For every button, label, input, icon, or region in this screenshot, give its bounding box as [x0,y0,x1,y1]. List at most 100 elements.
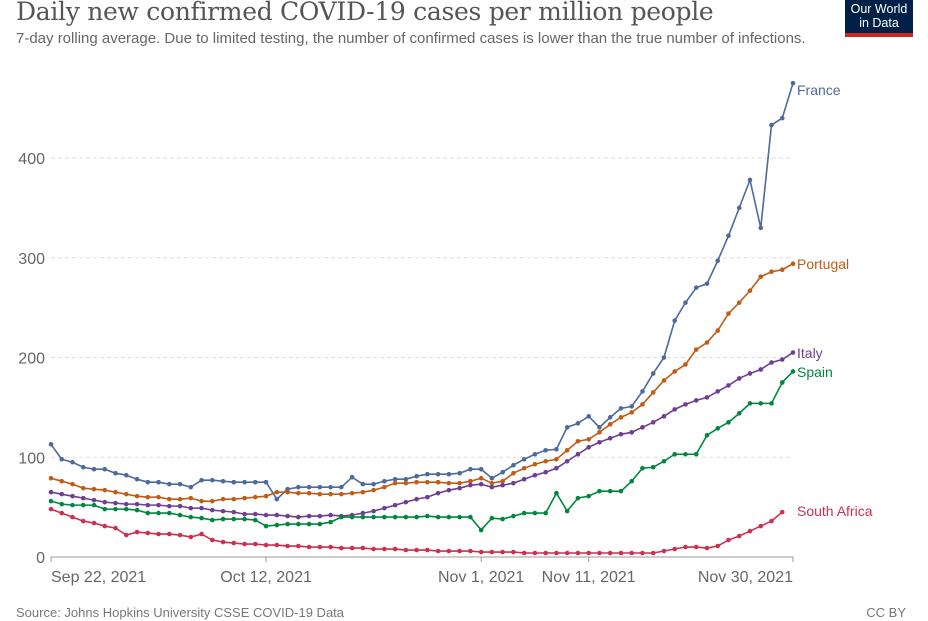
data-point-south-africa [145,530,151,536]
data-point-italy [242,511,247,517]
data-point-spain [317,521,323,527]
data-point-spain [693,451,699,457]
data-point-france [446,471,452,477]
chart-subtitle: 7-day rolling average. Due to limited te… [16,30,806,47]
data-point-italy [328,512,333,518]
data-point-france [425,471,430,477]
data-point-france [693,285,699,290]
data-point-south-africa [575,550,581,556]
data-point-south-africa [371,546,376,552]
data-point-south-africa [91,520,97,526]
data-point-spain [166,510,172,516]
data-point-portugal [199,498,204,504]
data-point-france [70,459,75,465]
data-point-france [683,300,688,305]
data-point-italy [102,499,108,505]
data-point-spain [274,522,280,528]
data-point-italy [747,371,753,376]
data-point-south-africa [597,550,602,556]
data-point-portugal [296,490,301,496]
data-point-italy [306,513,312,519]
data-point-south-africa [661,548,667,554]
data-point-france [758,225,764,231]
source-note[interactable]: Source: Johns Hopkins University CSSE CO… [16,605,345,620]
data-point-south-africa [468,548,473,554]
data-point-spain [70,502,75,508]
data-point-france [296,484,301,490]
data-point-france [382,478,387,484]
data-point-france [371,481,376,487]
data-point-portugal [328,491,333,497]
data-point-france [339,484,344,490]
data-point-italy [726,383,731,388]
data-point-spain [328,519,333,525]
data-point-south-africa [726,537,731,543]
data-point-italy [177,503,183,509]
series-line-portugal [50,263,794,502]
data-point-spain [586,493,591,499]
data-point-spain [59,501,65,507]
data-point-spain [306,521,312,527]
data-point-france [156,479,161,485]
data-point-spain [263,523,269,529]
data-point-portugal [693,347,699,352]
data-point-spain [779,380,785,385]
data-point-south-africa [360,545,366,551]
data-point-spain [618,488,624,494]
data-point-spain [726,420,731,425]
data-point-france [392,476,398,482]
data-point-portugal [457,480,462,486]
data-point-portugal [521,465,527,471]
data-point-italy [586,444,591,450]
data-point-italy [113,500,118,506]
data-point-france [640,389,645,394]
data-point-italy [425,494,430,500]
data-point-spain [564,508,570,514]
data-point-south-africa [446,548,452,554]
data-point-italy [446,487,452,493]
data-point-france [102,466,108,472]
data-point-france [650,371,656,376]
data-point-portugal [790,261,796,267]
data-point-south-africa [177,532,183,538]
data-point-spain [210,517,215,523]
data-point-south-africa [414,547,419,553]
data-point-south-africa [220,539,226,545]
data-point-spain [511,513,516,519]
data-point-spain [48,498,54,504]
data-point-portugal [414,479,419,485]
data-point-italy [274,512,280,518]
data-point-france [769,122,774,128]
data-point-south-africa [758,523,764,529]
data-point-south-africa [554,550,559,556]
data-point-france [220,478,226,484]
data-point-south-africa [199,531,204,537]
data-point-portugal [478,475,484,481]
data-point-portugal [489,480,495,486]
data-point-france [726,233,731,239]
data-point-france [328,484,333,490]
data-point-italy [779,357,785,362]
data-point-south-africa [231,540,237,546]
series-label-south-africa: South Africa [797,503,873,519]
data-point-france [199,477,204,483]
data-point-france [349,474,355,480]
data-point-italy [597,439,602,445]
data-point-france [242,479,247,485]
data-point-spain [661,458,667,464]
data-point-portugal [392,480,398,486]
license-link[interactable]: CC BY [866,605,906,620]
x-tick-label: Nov 1, 2021 [438,569,524,586]
series-line-spain [50,370,794,532]
data-point-france [188,484,194,490]
data-point-south-africa [650,550,656,556]
data-point-portugal [220,496,226,502]
data-point-italy [253,511,258,517]
data-point-italy [403,499,409,505]
data-point-portugal [650,390,656,395]
owid-logo[interactable]: Our World in Data [845,0,913,37]
data-point-south-africa [59,510,65,516]
data-point-spain [435,514,441,520]
data-point-spain [747,401,753,406]
data-point-portugal [747,288,753,293]
